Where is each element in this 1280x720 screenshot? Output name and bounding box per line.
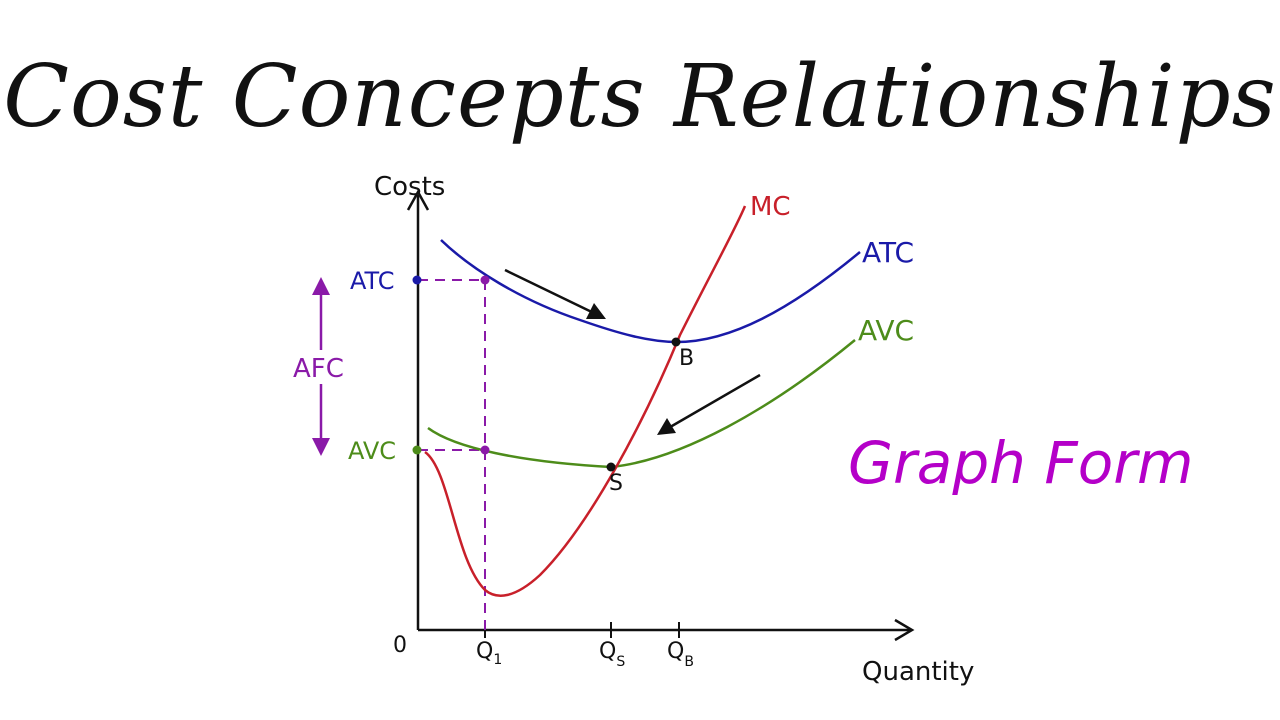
atc-axis-point — [412, 275, 422, 285]
graph-form-subtitle: Graph Form — [848, 429, 1194, 497]
mc-curve — [424, 205, 747, 597]
atc-axis-label: ATC — [350, 267, 395, 295]
avc-axis-point — [412, 445, 422, 455]
q1-atc-point — [480, 275, 490, 285]
avc-curve-label: AVC — [858, 314, 914, 347]
afc-label-backdrop — [292, 350, 352, 384]
atc-curve — [440, 239, 861, 344]
origin-label: 0 — [393, 633, 407, 658]
avc-decline-arrow — [664, 373, 761, 432]
avc-decline-arrowhead — [657, 418, 676, 435]
page-title: Cost Concepts Relationships — [3, 47, 1277, 147]
afc-arrow-down — [312, 438, 330, 456]
afc-label: AFC — [293, 354, 344, 384]
atc-decline-arrowhead — [586, 303, 606, 319]
q1-avc-point — [480, 445, 490, 455]
y-axis-arrowhead — [406, 189, 430, 211]
atc-curve-label: ATC — [862, 236, 914, 269]
afc-arrow-up — [312, 277, 330, 295]
avc-curve — [427, 339, 856, 469]
qb-label: QB — [667, 639, 694, 670]
q1-label: Q1 — [476, 639, 502, 668]
x-axis-label: Quantity — [862, 657, 974, 687]
qs-label: QS — [599, 639, 625, 670]
y-axis-label: Costs — [374, 172, 445, 202]
atc-decline-arrow — [504, 268, 601, 318]
x-axis-arrowhead — [894, 618, 915, 642]
point-s-label: S — [609, 471, 623, 496]
point-b-label: B — [679, 346, 694, 371]
point-b — [671, 337, 681, 347]
point-s — [606, 462, 616, 472]
avc-axis-label: AVC — [348, 437, 396, 465]
mc-curve-label: MC — [750, 192, 791, 222]
